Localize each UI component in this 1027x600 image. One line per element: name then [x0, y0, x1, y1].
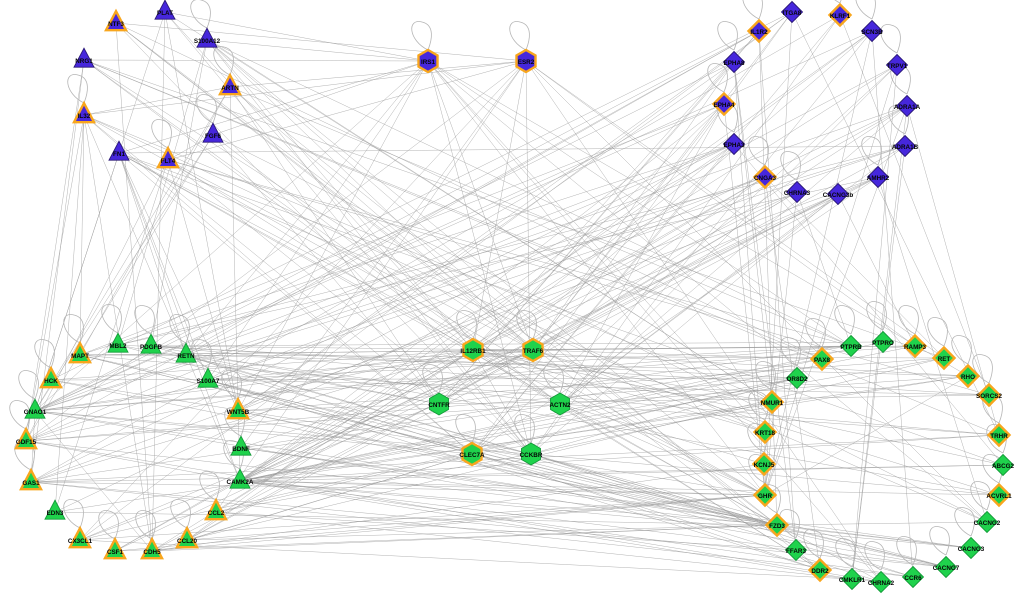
svg-text:ADRA1A: ADRA1A	[894, 104, 921, 111]
svg-text:PTPRO: PTPRO	[872, 340, 894, 347]
svg-text:IL32: IL32	[78, 113, 91, 120]
svg-text:GDF15: GDF15	[16, 439, 37, 446]
svg-text:TRPV1: TRPV1	[887, 63, 908, 70]
svg-text:CCKBR: CCKBR	[520, 452, 543, 459]
svg-text:EDN3: EDN3	[47, 510, 64, 517]
svg-text:ARTN: ARTN	[221, 85, 239, 92]
svg-text:CACNG3: CACNG3	[958, 546, 985, 553]
svg-text:EPHA8: EPHA8	[724, 60, 745, 67]
svg-text:EPHA4: EPHA4	[714, 102, 735, 109]
svg-text:OR8D2: OR8D2	[787, 376, 808, 383]
svg-text:PTPRB: PTPRB	[840, 344, 862, 351]
svg-text:ITGA8: ITGA8	[783, 10, 802, 17]
svg-text:FN1: FN1	[113, 151, 125, 158]
svg-text:S100A7: S100A7	[197, 378, 220, 385]
svg-text:MBL2: MBL2	[109, 343, 127, 350]
svg-text:CHRNA2: CHRNA2	[868, 580, 895, 587]
svg-text:CMKLR1: CMKLR1	[839, 577, 866, 584]
svg-text:CDH5: CDH5	[143, 549, 161, 556]
svg-text:CLEC7A: CLEC7A	[459, 452, 485, 459]
svg-text:ESR2: ESR2	[518, 59, 535, 66]
svg-text:WNT5B: WNT5B	[227, 409, 250, 416]
svg-text:ABCG2: ABCG2	[992, 463, 1015, 470]
svg-text:IRS1: IRS1	[421, 59, 435, 66]
svg-text:IL1R2: IL1R2	[750, 29, 768, 36]
svg-text:KCNJ5: KCNJ5	[754, 462, 775, 469]
svg-text:RET: RET	[938, 356, 951, 363]
svg-text:ACVRL1: ACVRL1	[986, 493, 1012, 500]
svg-text:RHO: RHO	[961, 374, 975, 381]
svg-text:CSF1: CSF1	[107, 549, 124, 556]
svg-text:CNGA3: CNGA3	[754, 175, 777, 182]
svg-text:CACNG7: CACNG7	[933, 565, 960, 572]
svg-text:MAPT: MAPT	[71, 353, 89, 360]
svg-text:CCR6: CCR6	[904, 575, 922, 582]
svg-text:AMHR2: AMHR2	[867, 175, 890, 182]
svg-text:PAX8: PAX8	[814, 357, 830, 364]
svg-text:CNTFR: CNTFR	[428, 402, 450, 409]
svg-text:KRT18: KRT18	[755, 430, 775, 437]
svg-text:ADRA1B: ADRA1B	[892, 144, 919, 151]
svg-text:FZD3: FZD3	[769, 523, 785, 530]
svg-text:DDR2: DDR2	[811, 568, 829, 575]
svg-text:GHR: GHR	[758, 493, 772, 500]
svg-text:FGF6: FGF6	[205, 133, 222, 140]
svg-text:GAS1: GAS1	[22, 480, 40, 487]
svg-text:SORCS2: SORCS2	[976, 393, 1002, 400]
svg-text:CX3CL1: CX3CL1	[68, 538, 93, 545]
svg-text:S100A12: S100A12	[194, 38, 221, 45]
svg-text:GNAO1: GNAO1	[24, 409, 47, 416]
svg-text:PDGFB: PDGFB	[140, 344, 162, 351]
svg-text:CAMK2A: CAMK2A	[227, 479, 254, 486]
svg-text:TRAF6: TRAF6	[523, 348, 544, 355]
svg-text:CACNG3b: CACNG3b	[823, 192, 854, 199]
svg-text:RAMP3: RAMP3	[904, 344, 927, 351]
svg-text:EPHA3: EPHA3	[724, 142, 745, 149]
svg-text:NRG1: NRG1	[75, 58, 93, 65]
svg-text:SCN3B: SCN3B	[861, 29, 883, 36]
svg-text:NTF3: NTF3	[108, 21, 124, 28]
svg-text:NMUR1: NMUR1	[761, 400, 784, 407]
svg-text:KLRF1: KLRF1	[830, 13, 851, 20]
svg-text:FLT4: FLT4	[161, 158, 176, 165]
svg-text:ACTN2: ACTN2	[550, 402, 571, 409]
svg-text:CHRNA3: CHRNA3	[784, 190, 811, 197]
svg-text:RETN: RETN	[177, 353, 195, 360]
svg-text:TRHR: TRHR	[990, 433, 1008, 440]
svg-text:FFAR3: FFAR3	[786, 548, 806, 555]
svg-text:CACNG2: CACNG2	[974, 520, 1001, 527]
svg-text:HCK: HCK	[44, 378, 58, 385]
svg-text:CCL20: CCL20	[177, 538, 197, 545]
svg-text:BDNF: BDNF	[232, 446, 250, 453]
svg-text:PLAT: PLAT	[157, 10, 173, 17]
svg-text:IL12RB1: IL12RB1	[460, 348, 486, 355]
svg-text:CCL2: CCL2	[208, 510, 225, 517]
